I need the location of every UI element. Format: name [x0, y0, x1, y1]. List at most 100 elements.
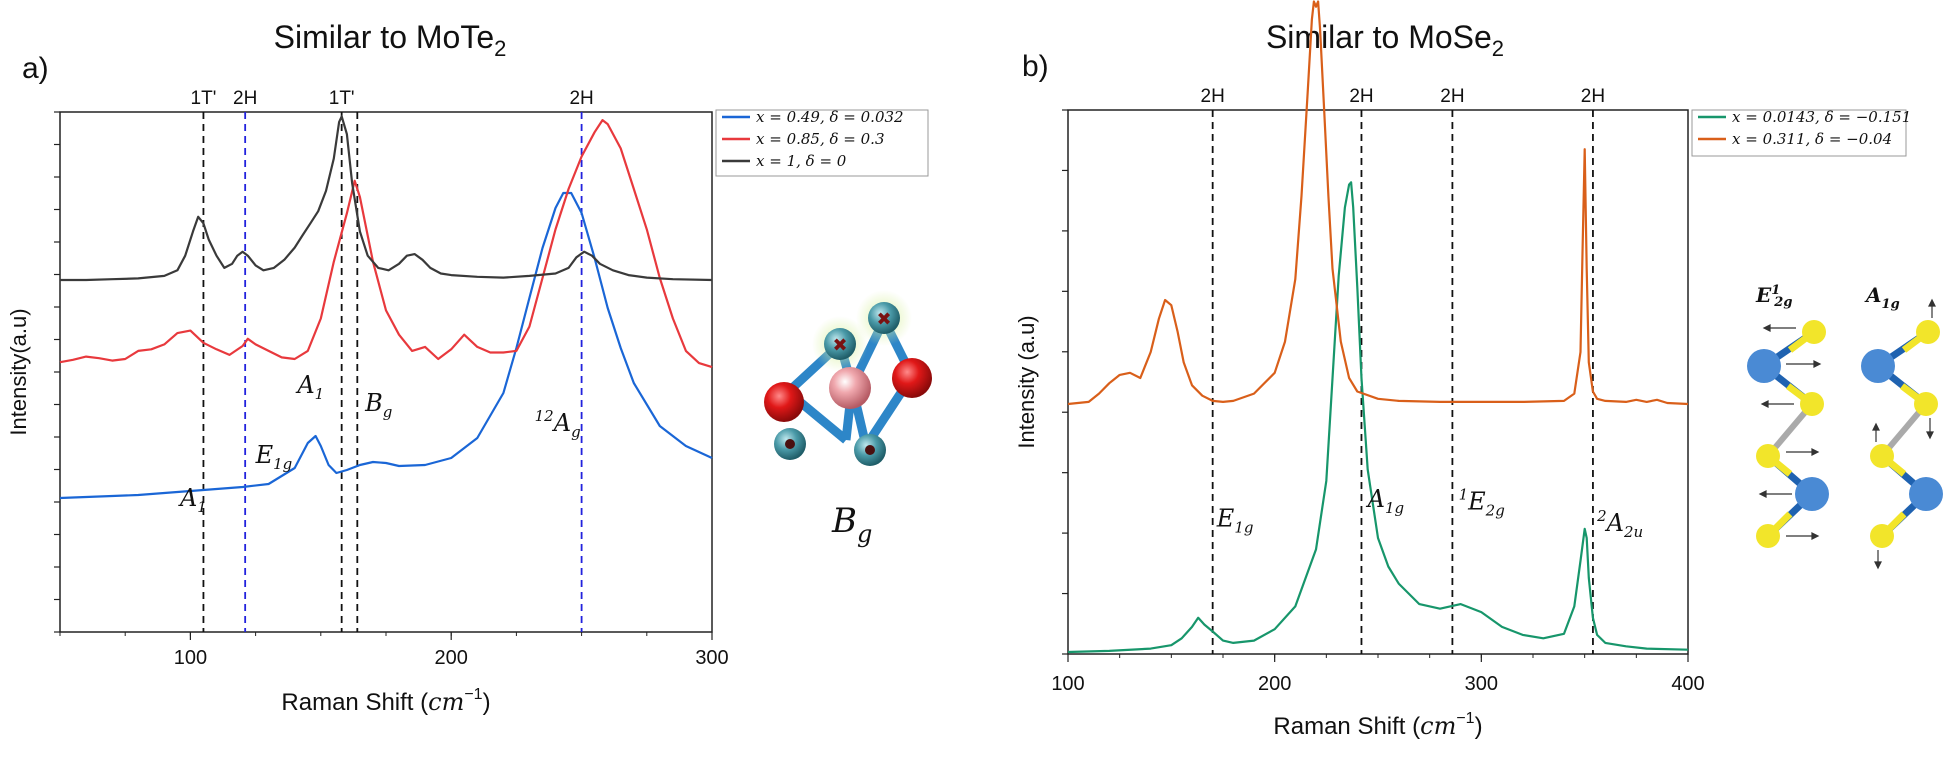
- x-tick-label: 100: [1051, 673, 1084, 695]
- mode-label-e2g-sub: 2g: [1773, 295, 1792, 310]
- legend-label: x = 0.85, δ = 0.3: [756, 130, 885, 148]
- peak-label-main: E: [1216, 505, 1235, 533]
- panel-a-reference-lines: 1T' 2H 1T' 2H: [191, 88, 594, 632]
- peak-label-main: A: [178, 484, 197, 512]
- x-tick-label: 100: [174, 647, 207, 669]
- x-tick-label: 200: [1258, 673, 1291, 695]
- panel-b-x-axis-label-text: Raman Shift (: [1273, 713, 1420, 740]
- panel-a-legend-items: x = 0.49, δ = 0.032 x = 0.85, δ = 0.3 x = …: [722, 108, 904, 170]
- peak-label: A1: [178, 484, 207, 516]
- atom-yellow: [1800, 392, 1824, 416]
- panel-b-x-axis-unit-exp: −1: [1456, 710, 1474, 727]
- bg-mode-label: Bg: [831, 501, 872, 548]
- peak-label-main: E: [1467, 488, 1486, 516]
- displacement-cross: ✖: [832, 335, 847, 356]
- atom-red: [892, 358, 932, 398]
- peak-label-main: A: [295, 371, 314, 399]
- displacement-arrows: [1758, 324, 1822, 540]
- panel-a-legend: x = 0.49, δ = 0.032 x = 0.85, δ = 0.3 x = …: [715, 108, 929, 177]
- peak-label-sup: 2: [1596, 507, 1607, 525]
- panel-a-x-axis-label: Raman Shift (cm−1): [281, 686, 490, 716]
- phase-label: 2H: [569, 88, 593, 109]
- peak-label: A1g: [1366, 485, 1405, 517]
- panel-a-label: a): [22, 52, 49, 85]
- panel-b-x-ticks: 100 200 300 400: [1051, 654, 1705, 695]
- peak-label-main: E: [255, 441, 274, 469]
- bg-mode-label-main: B: [831, 501, 857, 541]
- phase-label: 2H: [1201, 86, 1225, 107]
- mode-label-e2g-main: E: [1755, 283, 1772, 307]
- atom-yellow: [1870, 524, 1894, 548]
- legend-label: x = 0.49, δ = 0.032: [756, 108, 904, 126]
- atom-yellow: [1802, 320, 1826, 344]
- panel-b-x-axis-label: Raman Shift (cm−1): [1273, 710, 1482, 740]
- mode-a1g-structure: [1861, 298, 1943, 570]
- phase-label: 2H: [1581, 86, 1605, 107]
- x-tick-label: 200: [435, 647, 468, 669]
- displacement-dot: [785, 439, 795, 449]
- atom-yellow: [1756, 444, 1780, 468]
- peak-label: E1g: [255, 441, 293, 473]
- panel-b-legend-box: [1691, 109, 1907, 157]
- panel-a-series-group: [59, 115, 713, 500]
- panel-a: a) Similar to MoTe2 100 200 300 1T' 2H 1T' 2H…: [6, 19, 932, 716]
- panel-b-title-text: Similar to MoSe: [1266, 19, 1492, 55]
- peak-label-sub: 1g: [273, 455, 292, 473]
- panel-a-y-ticks: [54, 111, 60, 633]
- panel-b-y-axis-label: Intensity (a.u): [1014, 315, 1039, 448]
- displacement-arrows: [1872, 298, 1936, 570]
- mode-label-e2g: E1 2g: [1755, 283, 1792, 310]
- peak-label-sup: 12: [535, 407, 554, 425]
- panel-a-x-ticks: 100 200 300: [59, 632, 729, 669]
- panel-b-legend-items: x = 0.0143, δ = −0.151 x = 0.311, δ = −0.…: [1698, 108, 1911, 148]
- panel-a-plot-frame: [59, 111, 713, 633]
- peak-label-main: A: [1366, 485, 1385, 513]
- phase-label: 1T': [329, 88, 355, 109]
- panel-b-legend: x = 0.0143, δ = −0.151 x = 0.311, δ = −0.…: [1691, 108, 1911, 157]
- peak-label-sub: g: [383, 403, 393, 421]
- bg-mode-molecule-illustration: ✖ ✖ Bg: [764, 290, 932, 548]
- peak-label-sup: 1: [1459, 486, 1469, 504]
- peak-label-main: A: [552, 409, 571, 437]
- x-tick-label: 400: [1671, 673, 1704, 695]
- peak-label-sub: g: [571, 423, 581, 441]
- panel-a-x-axis-unit: cm: [428, 688, 464, 716]
- peak-label-sub: 2g: [1485, 502, 1505, 520]
- legend-label: x = 0.311, δ = −0.04: [1732, 130, 1892, 148]
- panel-a-x-axis-label-text: Raman Shift (: [281, 689, 428, 716]
- panel-a-x-axis-label-close: ): [483, 689, 491, 716]
- panel-b-plot-frame: [1067, 109, 1689, 655]
- atom-blue: [1747, 349, 1781, 383]
- peak-label: 2A2u: [1596, 507, 1643, 541]
- panel-b-label: b): [1022, 50, 1049, 83]
- atom-teal: [824, 328, 856, 360]
- panel-b-title: Similar to MoSe2: [1266, 19, 1504, 61]
- panel-b: b) Similar to MoSe2 100 200 300 400 2H 2H 2H 2…: [1014, 0, 1943, 740]
- displacement-dot: [865, 445, 875, 455]
- displacement-cross: ✖: [876, 309, 891, 330]
- mode-e2g-structure: [1747, 320, 1829, 548]
- peak-label-main: A: [1605, 509, 1624, 537]
- series-line: [1067, 181, 1689, 654]
- mode-label-a1g-sub: 1g: [1882, 297, 1900, 312]
- panel-b-y-ticks: [1062, 109, 1068, 655]
- peak-label-sub: 2u: [1623, 523, 1643, 541]
- mode-label-a1g: A1g: [1864, 283, 1900, 312]
- atom-blue: [1795, 477, 1829, 511]
- x-tick-label: 300: [1465, 673, 1498, 695]
- series-line: [59, 191, 713, 500]
- peak-label-sub: 1g: [1234, 519, 1253, 537]
- panel-a-y-axis-label: Intensity(a.u): [6, 308, 31, 435]
- panel-b-reference-lines: 2H 2H 2H 2H: [1201, 86, 1605, 654]
- atom-blue: [1909, 477, 1943, 511]
- legend-label: x = 1, δ = 0: [756, 152, 847, 170]
- peak-label-sub: 1g: [1385, 499, 1404, 517]
- panel-a-title: Similar to MoTe2: [274, 19, 507, 61]
- panel-b-x-axis-label-close: ): [1475, 713, 1483, 740]
- phase-label: 2H: [1440, 86, 1464, 107]
- peak-label: A1: [295, 371, 324, 403]
- x-tick-label: 300: [695, 647, 728, 669]
